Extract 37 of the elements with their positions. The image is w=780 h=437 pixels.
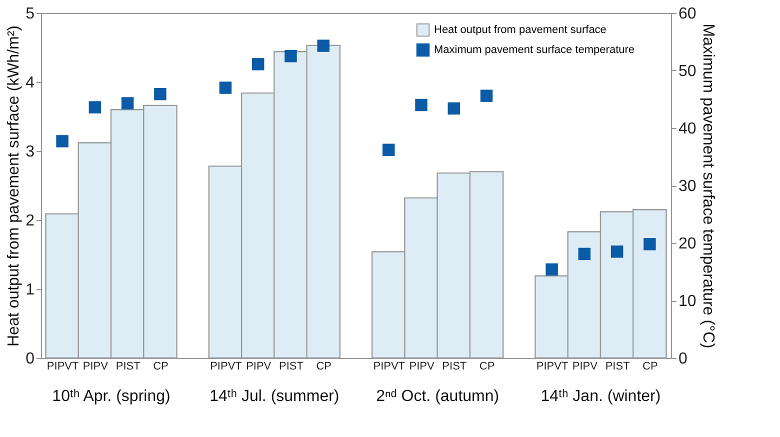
x-tick-label: PIST (279, 360, 304, 372)
x-tick-label: CP (153, 360, 168, 372)
y2-axis-title: Maximum pavement surface temperature (°C) (699, 24, 716, 348)
y-tick-label: 3 (26, 144, 35, 160)
x-tick-label: PIPV (246, 360, 272, 372)
x-tick-label: PIPVT (210, 360, 242, 372)
x-tick-label: PIPVT (536, 360, 568, 372)
y-tick-label: 4 (26, 74, 35, 92)
x-tick-label: PIPVT (46, 360, 79, 372)
y-tick-label: 5 (26, 6, 35, 22)
text: 10ᵗʰ Apr. (spring) (52, 388, 170, 405)
y-tick-label: 0 (26, 350, 35, 368)
y2-tick-label: 60 (678, 6, 696, 22)
x-tick-label: PIPV (409, 360, 435, 372)
y2-tick-label: 40 (678, 120, 696, 138)
text: 2ⁿᵈ Oct. (autumn) (376, 388, 500, 405)
y2-tick-label: 50 (678, 63, 696, 80)
y2-tick-label: 30 (678, 178, 696, 195)
x-tick-label: PIST (116, 360, 141, 372)
x-tick-label: PIPVT (373, 360, 406, 372)
y2-tick-label: 0 (678, 350, 688, 368)
y-tick-label: 1 (26, 282, 35, 298)
legend-label: Heat output from pavement surface (434, 24, 606, 36)
x-tick-label: CP (479, 360, 495, 372)
y-axis-title: Heat output from pavement surface (kWh/m²) (6, 26, 23, 346)
x-tick-label: PIST (605, 360, 630, 372)
legend-label: Maximum pavement surface temperature (434, 44, 635, 56)
x-tick-label: CP (316, 360, 332, 372)
x-tick-label: PIPV (82, 360, 109, 372)
y-tick-label: 2 (26, 212, 35, 230)
y2-tick-label: 10 (678, 293, 696, 310)
text: 14ᵗʰ Jul. (summer) (210, 388, 340, 405)
x-tick-label: PIST (442, 360, 467, 372)
text: 14ᵗʰ Jan. (winter) (540, 388, 661, 405)
y2-tick-label: 20 (678, 236, 696, 252)
x-tick-label: CP (642, 360, 658, 372)
x-tick-label: PIPV (572, 360, 598, 372)
